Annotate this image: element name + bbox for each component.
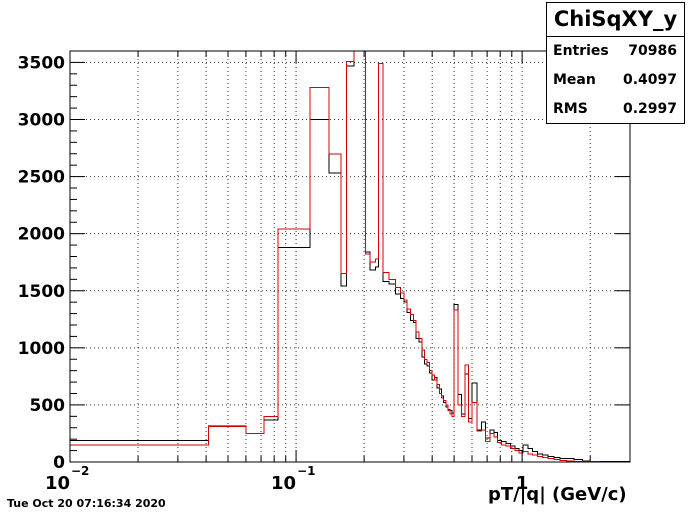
- y-tick-label: 3500: [18, 53, 65, 73]
- y-tick-label: 0: [53, 453, 65, 473]
- y-tick-label: 3000: [18, 111, 65, 131]
- x-tick-label: 1: [516, 473, 529, 494]
- histogram-series: [69, 50, 631, 463]
- y-tick-label: 1000: [18, 339, 65, 359]
- grid-lines: [69, 51, 631, 463]
- histogram-red: [69, 50, 631, 463]
- x-axis-label: pT/|q| (GeV/c): [488, 484, 627, 505]
- stats-rms-value: 0.2997: [622, 101, 677, 117]
- stats-row-entries: Entries 70986: [547, 37, 684, 66]
- stats-row-rms: RMS 0.2997: [547, 95, 684, 124]
- y-tick-label: 2500: [18, 168, 65, 188]
- x-tick-exponent: −2: [71, 464, 89, 478]
- stats-row-mean: Mean 0.4097: [547, 66, 684, 95]
- y-tick-label: 2000: [18, 225, 65, 245]
- stats-rms-label: RMS: [553, 101, 588, 117]
- y-tick-label: 1500: [18, 282, 65, 302]
- x-tick-label: 10: [271, 473, 296, 494]
- stats-entries-value: 70986: [628, 43, 677, 59]
- stats-mean-label: Mean: [553, 72, 596, 88]
- stats-entries-label: Entries: [553, 43, 609, 59]
- date-stamp: Tue Oct 20 07:16:34 2020: [7, 497, 166, 510]
- x-tick-exponent: −1: [297, 464, 315, 478]
- x-tick-label: 10: [45, 473, 70, 494]
- stats-mean-value: 0.4097: [622, 72, 677, 88]
- y-tick-label: 500: [30, 396, 66, 416]
- stats-title: ChiSqXY_y: [547, 3, 684, 37]
- stats-box: ChiSqXY_y Entries 70986 Mean 0.4097 RMS …: [546, 2, 685, 124]
